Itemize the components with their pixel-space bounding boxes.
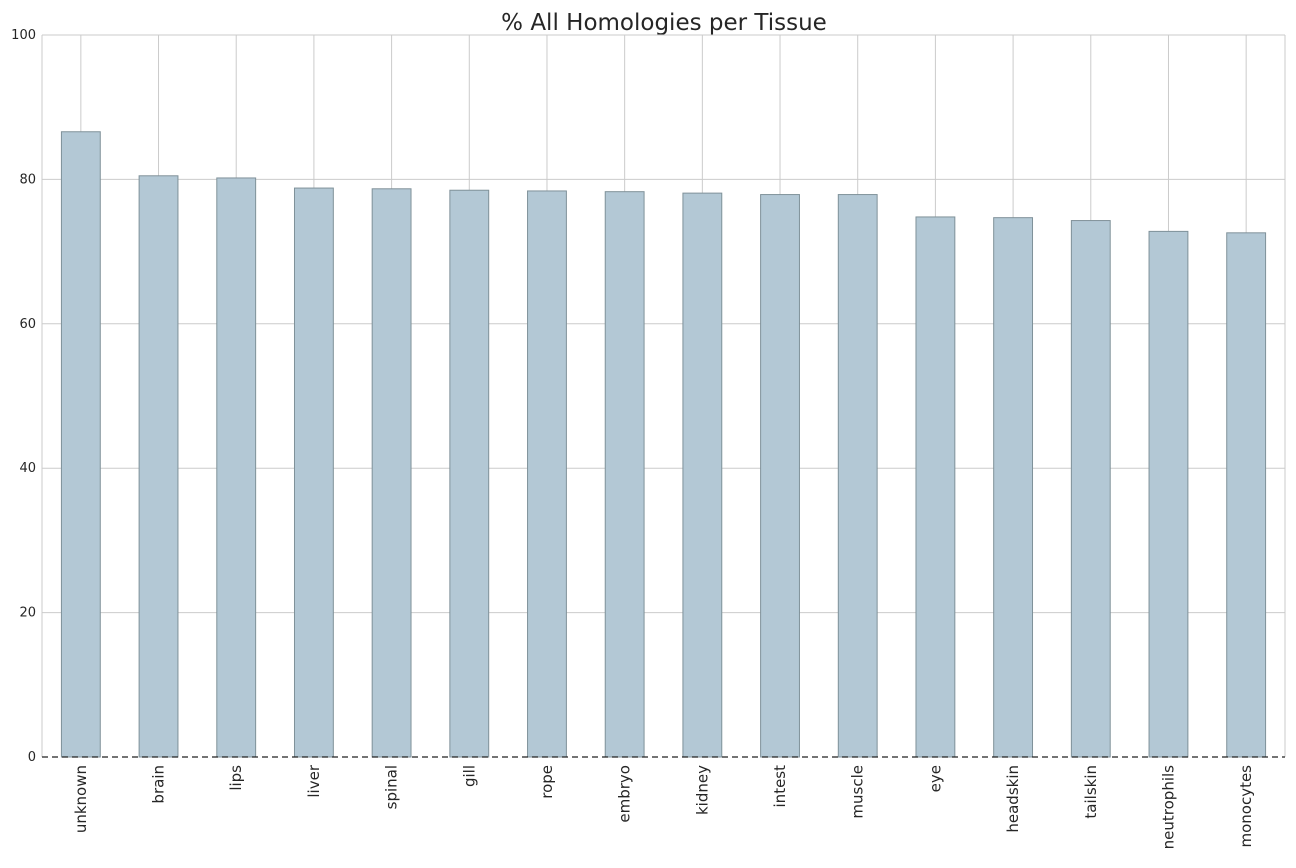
y-tick-label: 20 — [19, 606, 36, 621]
bar-embryo — [604, 191, 645, 758]
y-tick-labels: 0 20 40 60 80 100 — [11, 28, 36, 765]
bar-gill — [449, 189, 490, 758]
chart-title: % All Homologies per Tissue — [501, 10, 827, 36]
x-tick-label: spinal — [383, 765, 401, 809]
x-tick-label: intest — [771, 765, 789, 808]
x-tick-label: gill — [460, 765, 478, 787]
x-tick-label: neutrophils — [1159, 765, 1177, 850]
bar-intest — [760, 194, 800, 758]
bar-kidney — [682, 192, 723, 758]
y-tick-label: 60 — [19, 317, 36, 332]
bar-monocytes — [1226, 232, 1267, 758]
x-tick-label: headskin — [1004, 765, 1022, 833]
x-tick-label: unknown — [72, 765, 90, 833]
y-tick-label: 0 — [28, 750, 36, 765]
bar-tailskin — [1070, 220, 1111, 758]
bar-lips — [216, 177, 257, 758]
bar-neutrophils — [1148, 230, 1189, 758]
bar-liver — [293, 187, 334, 758]
x-tick-label: lips — [227, 765, 245, 791]
x-tick-label: eye — [926, 765, 944, 792]
x-tick-label: liver — [305, 764, 323, 797]
x-tick-label: tailskin — [1082, 765, 1100, 819]
bar-unknown — [60, 131, 101, 758]
bar-brain — [138, 175, 179, 758]
x-tick-label: monocytes — [1237, 765, 1255, 848]
x-tick-label: muscle — [849, 765, 867, 819]
x-tick-label: kidney — [693, 765, 711, 815]
bar-spinal — [371, 188, 412, 758]
x-tick-labels: unknown brain lips liver spinal gill rope embry… — [72, 764, 1255, 849]
x-tick-label: embryo — [616, 765, 634, 823]
y-tick-label: 80 — [19, 172, 36, 187]
y-tick-label: 40 — [19, 461, 36, 476]
bar-eye — [915, 216, 956, 758]
y-tick-label: 100 — [11, 28, 36, 43]
bar-muscle — [837, 194, 878, 758]
x-tick-label: brain — [150, 765, 168, 804]
x-tick-label: rope — [538, 765, 556, 799]
axes — [41, 34, 1286, 758]
bar-rope — [527, 190, 567, 758]
bars — [60, 131, 1267, 758]
bar-headskin — [993, 217, 1034, 758]
